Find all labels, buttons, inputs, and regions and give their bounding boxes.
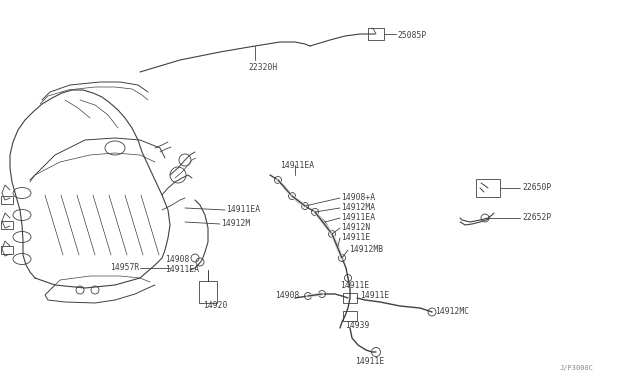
Text: 14911EA: 14911EA — [341, 214, 375, 222]
Bar — [476, 179, 500, 197]
Text: J/P3000C: J/P3000C — [560, 365, 594, 371]
Text: 14912MB: 14912MB — [349, 246, 383, 254]
Text: 14912N: 14912N — [341, 224, 371, 232]
Bar — [343, 311, 357, 321]
Text: 14912M: 14912M — [221, 219, 250, 228]
Text: 22320H: 22320H — [248, 64, 277, 73]
Text: 22652P: 22652P — [522, 214, 551, 222]
Text: 25085P: 25085P — [397, 31, 426, 39]
Text: 14911E: 14911E — [360, 292, 389, 301]
Text: 14911EA: 14911EA — [280, 160, 314, 170]
Bar — [199, 281, 217, 303]
Text: 14911EA: 14911EA — [226, 205, 260, 215]
Text: 14912MC: 14912MC — [435, 308, 469, 317]
Text: 22650P: 22650P — [522, 183, 551, 192]
Text: 14911EA: 14911EA — [165, 266, 199, 275]
Text: 14908+A: 14908+A — [341, 193, 375, 202]
Bar — [343, 293, 357, 303]
Bar — [368, 28, 384, 40]
Text: 14908: 14908 — [165, 256, 189, 264]
Bar — [1, 246, 13, 254]
Text: 14911E: 14911E — [355, 357, 384, 366]
Text: 14957R: 14957R — [110, 263, 140, 273]
Text: 14939: 14939 — [345, 321, 369, 330]
Bar — [1, 221, 13, 229]
Text: 14911E: 14911E — [341, 234, 371, 243]
Text: 14912MA: 14912MA — [341, 203, 375, 212]
Text: 14920: 14920 — [203, 301, 227, 310]
Text: 14908: 14908 — [275, 292, 300, 301]
Text: 14911E: 14911E — [340, 280, 369, 289]
Bar — [1, 196, 13, 204]
